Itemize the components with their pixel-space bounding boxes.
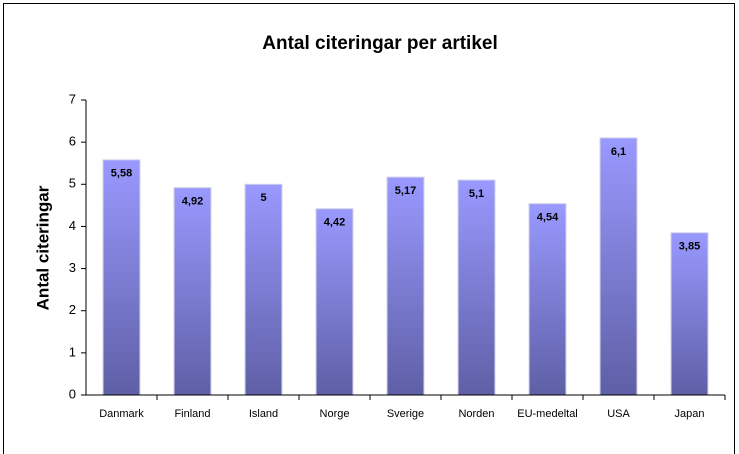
y-tick-label: 2 xyxy=(69,302,76,317)
data-label: 4,54 xyxy=(537,212,559,224)
bar xyxy=(528,203,567,396)
data-label: 5 xyxy=(260,192,266,204)
data-label: 5,58 xyxy=(111,168,132,180)
y-tick-label: 5 xyxy=(69,176,76,191)
x-tick-label: Norden xyxy=(458,408,494,420)
bar xyxy=(173,187,212,396)
data-label: 5,1 xyxy=(469,188,484,200)
x-tick-label: Finland xyxy=(174,408,210,420)
y-tick-label: 1 xyxy=(69,344,76,359)
y-tick-label: 0 xyxy=(69,386,76,401)
bar xyxy=(102,159,141,396)
data-label: 6,1 xyxy=(611,146,626,158)
y-tick-label: 7 xyxy=(69,91,76,106)
y-tick-label: 6 xyxy=(69,134,76,149)
data-label: 4,42 xyxy=(324,217,345,229)
x-tick-label: Japan xyxy=(675,408,705,420)
bar xyxy=(315,208,354,396)
bar xyxy=(244,183,283,396)
y-tick-label: 4 xyxy=(69,218,76,233)
bar xyxy=(599,137,638,396)
bar xyxy=(386,176,425,396)
x-tick-label: Norge xyxy=(320,408,350,420)
chart-title: Antal citeringar per artikel xyxy=(262,33,497,54)
y-axis-label: Antal citeringar xyxy=(33,185,52,310)
x-tick-label: EU-medeltal xyxy=(517,408,578,420)
x-tick-label: USA xyxy=(607,408,630,420)
bar xyxy=(670,232,709,396)
x-tick-label: Danmark xyxy=(99,408,144,420)
data-label: 4,92 xyxy=(182,196,203,208)
data-label: 3,85 xyxy=(679,241,700,253)
x-tick-label: Island xyxy=(249,408,278,420)
y-tick-label: 3 xyxy=(69,260,76,275)
data-label: 5,17 xyxy=(395,185,416,197)
bar xyxy=(457,179,496,396)
x-tick-label: Sverige xyxy=(387,408,424,420)
